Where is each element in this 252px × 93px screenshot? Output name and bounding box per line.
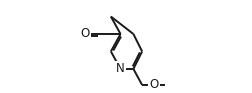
Text: O: O <box>80 28 89 40</box>
Text: N: N <box>116 62 124 75</box>
Text: O: O <box>149 78 158 92</box>
